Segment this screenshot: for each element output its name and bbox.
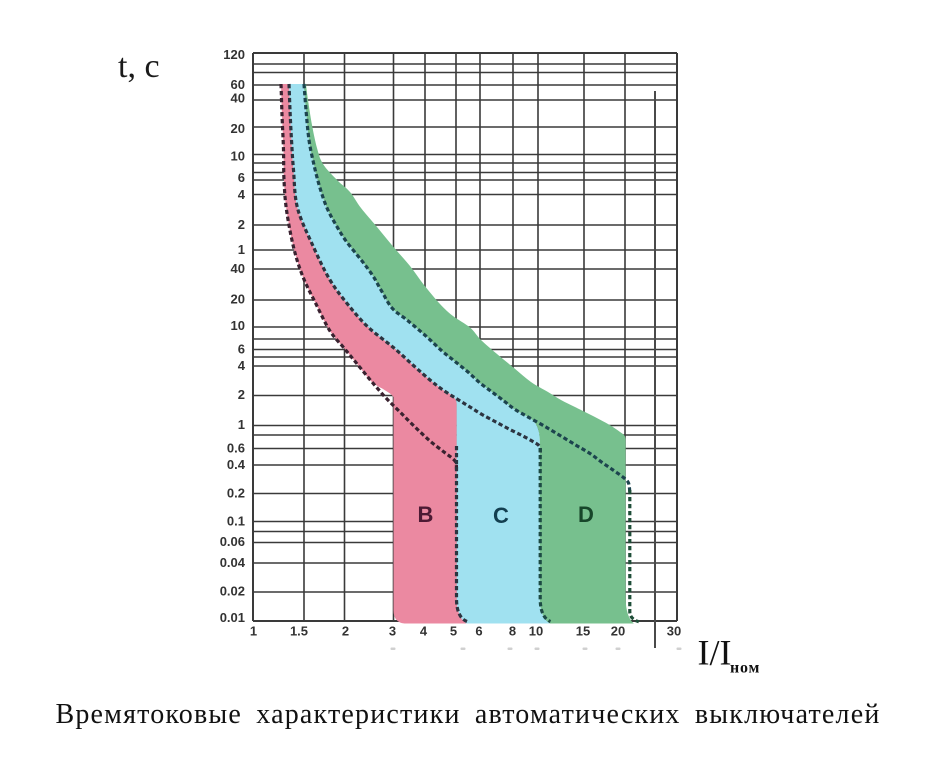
svg-text:1: 1 bbox=[250, 624, 257, 639]
svg-text:D: D bbox=[578, 502, 594, 527]
svg-text:1.5: 1.5 bbox=[290, 624, 308, 639]
svg-text:40: 40 bbox=[231, 261, 245, 276]
svg-text:30: 30 bbox=[667, 624, 681, 639]
svg-text:20: 20 bbox=[231, 121, 245, 136]
svg-text:Времятоковые характеристики ав: Времятоковые характеристики автоматическ… bbox=[55, 699, 880, 730]
svg-text:6: 6 bbox=[475, 624, 482, 639]
svg-text:5: 5 bbox=[450, 624, 457, 639]
svg-text:6: 6 bbox=[238, 170, 245, 185]
svg-text:2: 2 bbox=[342, 624, 349, 639]
svg-text:40: 40 bbox=[231, 91, 245, 106]
svg-text:20: 20 bbox=[231, 292, 245, 307]
svg-text:0.6: 0.6 bbox=[227, 441, 245, 456]
svg-text:60: 60 bbox=[231, 77, 245, 92]
svg-text:I/I: I/I bbox=[698, 633, 732, 673]
svg-text:t, c: t, c bbox=[118, 48, 160, 85]
svg-text:6: 6 bbox=[238, 342, 245, 357]
svg-text:0.04: 0.04 bbox=[220, 555, 246, 570]
svg-text:0.4: 0.4 bbox=[227, 457, 246, 472]
svg-text:10: 10 bbox=[231, 149, 245, 164]
svg-text:20: 20 bbox=[611, 624, 625, 639]
svg-text:C: C bbox=[493, 503, 509, 528]
svg-text:0.06: 0.06 bbox=[220, 534, 245, 549]
svg-text:15: 15 bbox=[576, 624, 590, 639]
svg-text:2: 2 bbox=[238, 387, 245, 402]
svg-text:1: 1 bbox=[238, 242, 245, 257]
svg-text:4: 4 bbox=[420, 624, 428, 639]
svg-text:0.2: 0.2 bbox=[227, 486, 245, 501]
svg-text:10: 10 bbox=[529, 624, 543, 639]
svg-text:ном: ном bbox=[730, 660, 760, 677]
svg-text:4: 4 bbox=[238, 358, 246, 373]
svg-text:10: 10 bbox=[231, 318, 245, 333]
svg-text:120: 120 bbox=[223, 47, 245, 62]
svg-text:1: 1 bbox=[238, 417, 245, 432]
svg-text:4: 4 bbox=[238, 187, 246, 202]
svg-text:0.01: 0.01 bbox=[220, 610, 245, 625]
svg-text:0.1: 0.1 bbox=[227, 514, 245, 529]
svg-text:3: 3 bbox=[389, 624, 396, 639]
svg-text:B: B bbox=[418, 502, 434, 527]
svg-text:2: 2 bbox=[238, 217, 245, 232]
svg-text:0.02: 0.02 bbox=[220, 584, 245, 599]
svg-text:8: 8 bbox=[509, 624, 516, 639]
